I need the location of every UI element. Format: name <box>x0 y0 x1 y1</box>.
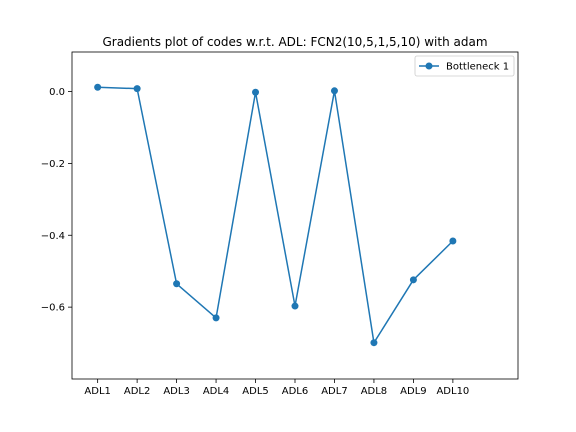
x-tick-label: ADL5 <box>242 386 268 397</box>
x-axis: ADL1 ADL2 ADL3 ADL4 ADL5 ADL6 ADL7 ADL8 ADL9 ADL1… <box>84 379 469 397</box>
data-point <box>409 276 417 284</box>
legend-box <box>414 55 515 77</box>
data-point <box>94 83 102 91</box>
series-layer <box>94 83 457 347</box>
y-tick-label: −0.4 <box>41 231 65 242</box>
data-point <box>133 85 141 93</box>
data-point <box>370 339 378 347</box>
legend: Bottleneck 1 <box>414 55 515 77</box>
y-tick-label: −0.6 <box>41 303 65 314</box>
legend-marker <box>425 62 433 70</box>
x-tick-label: ADL1 <box>84 386 110 397</box>
x-tick-label: ADL2 <box>124 386 150 397</box>
data-point <box>449 237 457 245</box>
chart-title: Gradients plot of codes w.r.t. ADL: FCN2… <box>102 35 487 49</box>
series-line <box>97 86 454 344</box>
x-tick-label: ADL3 <box>163 386 189 397</box>
x-tick-label: ADL8 <box>361 386 387 397</box>
x-tick-label: ADL4 <box>203 386 229 397</box>
data-point <box>330 87 338 95</box>
data-point <box>212 314 220 322</box>
x-tick-label: ADL6 <box>282 386 308 397</box>
data-point <box>252 88 260 96</box>
y-tick-label: 0.0 <box>49 87 65 98</box>
x-tick-label: ADL9 <box>400 386 426 397</box>
y-axis: 0.0 −0.2 −0.4 −0.6 <box>41 87 72 314</box>
y-tick-label: −0.2 <box>41 159 65 170</box>
data-point <box>291 302 299 310</box>
data-point <box>173 280 181 288</box>
x-tick-label: ADL10 <box>436 386 469 397</box>
x-tick-label: ADL7 <box>321 386 347 397</box>
legend-label: Bottleneck 1 <box>446 62 509 73</box>
